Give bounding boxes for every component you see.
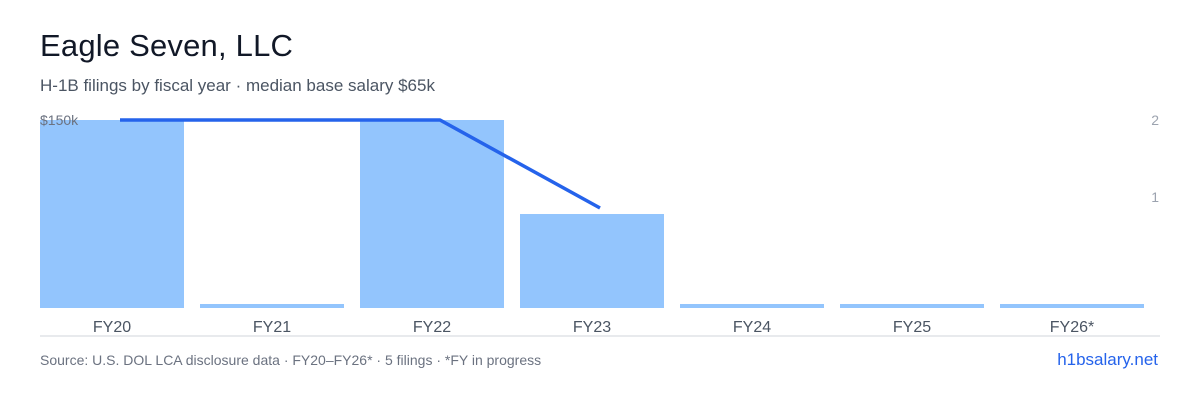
x-tick-label: FY26* <box>1050 319 1094 336</box>
x-tick-label: FY23 <box>573 319 611 336</box>
x-tick-label: FY22 <box>413 319 451 336</box>
left-axis-ticks: $150k <box>40 112 79 128</box>
bar-fy20 <box>40 120 184 308</box>
x-tick-label: FY25 <box>893 319 931 336</box>
source-note: Source: U.S. DOL LCA disclosure data · F… <box>40 352 542 368</box>
right-tick-label: 2 <box>1151 112 1159 128</box>
x-tick-label: FY20 <box>93 319 131 336</box>
bar-series <box>40 120 1144 308</box>
brand-link[interactable]: h1bsalary.net <box>1057 350 1158 369</box>
bar-fy23 <box>520 214 664 308</box>
x-tick-label: FY24 <box>733 319 771 336</box>
left-tick-label: $150k <box>40 112 79 128</box>
bar-fy25 <box>840 304 984 308</box>
chart-subtitle: H-1B filings by fiscal year · median bas… <box>40 76 435 95</box>
x-tick-label: FY21 <box>253 319 291 336</box>
right-axis-ticks: 21 <box>1151 112 1159 205</box>
combo-chart: FY20 FY21 FY22 FY23 FY24 FY25 FY26* $150k 21 <box>40 112 1160 337</box>
right-tick-label: 1 <box>1151 189 1159 205</box>
salary-line <box>120 118 601 210</box>
bar-fy26-partial <box>1000 304 1144 308</box>
chart-title: Eagle Seven, LLC <box>40 28 294 63</box>
bar-fy21 <box>200 304 344 308</box>
x-axis-labels: FY20 FY21 FY22 FY23 FY24 FY25 FY26* <box>93 319 1094 336</box>
bar-fy24 <box>680 304 824 308</box>
bar-fy22 <box>360 120 504 308</box>
